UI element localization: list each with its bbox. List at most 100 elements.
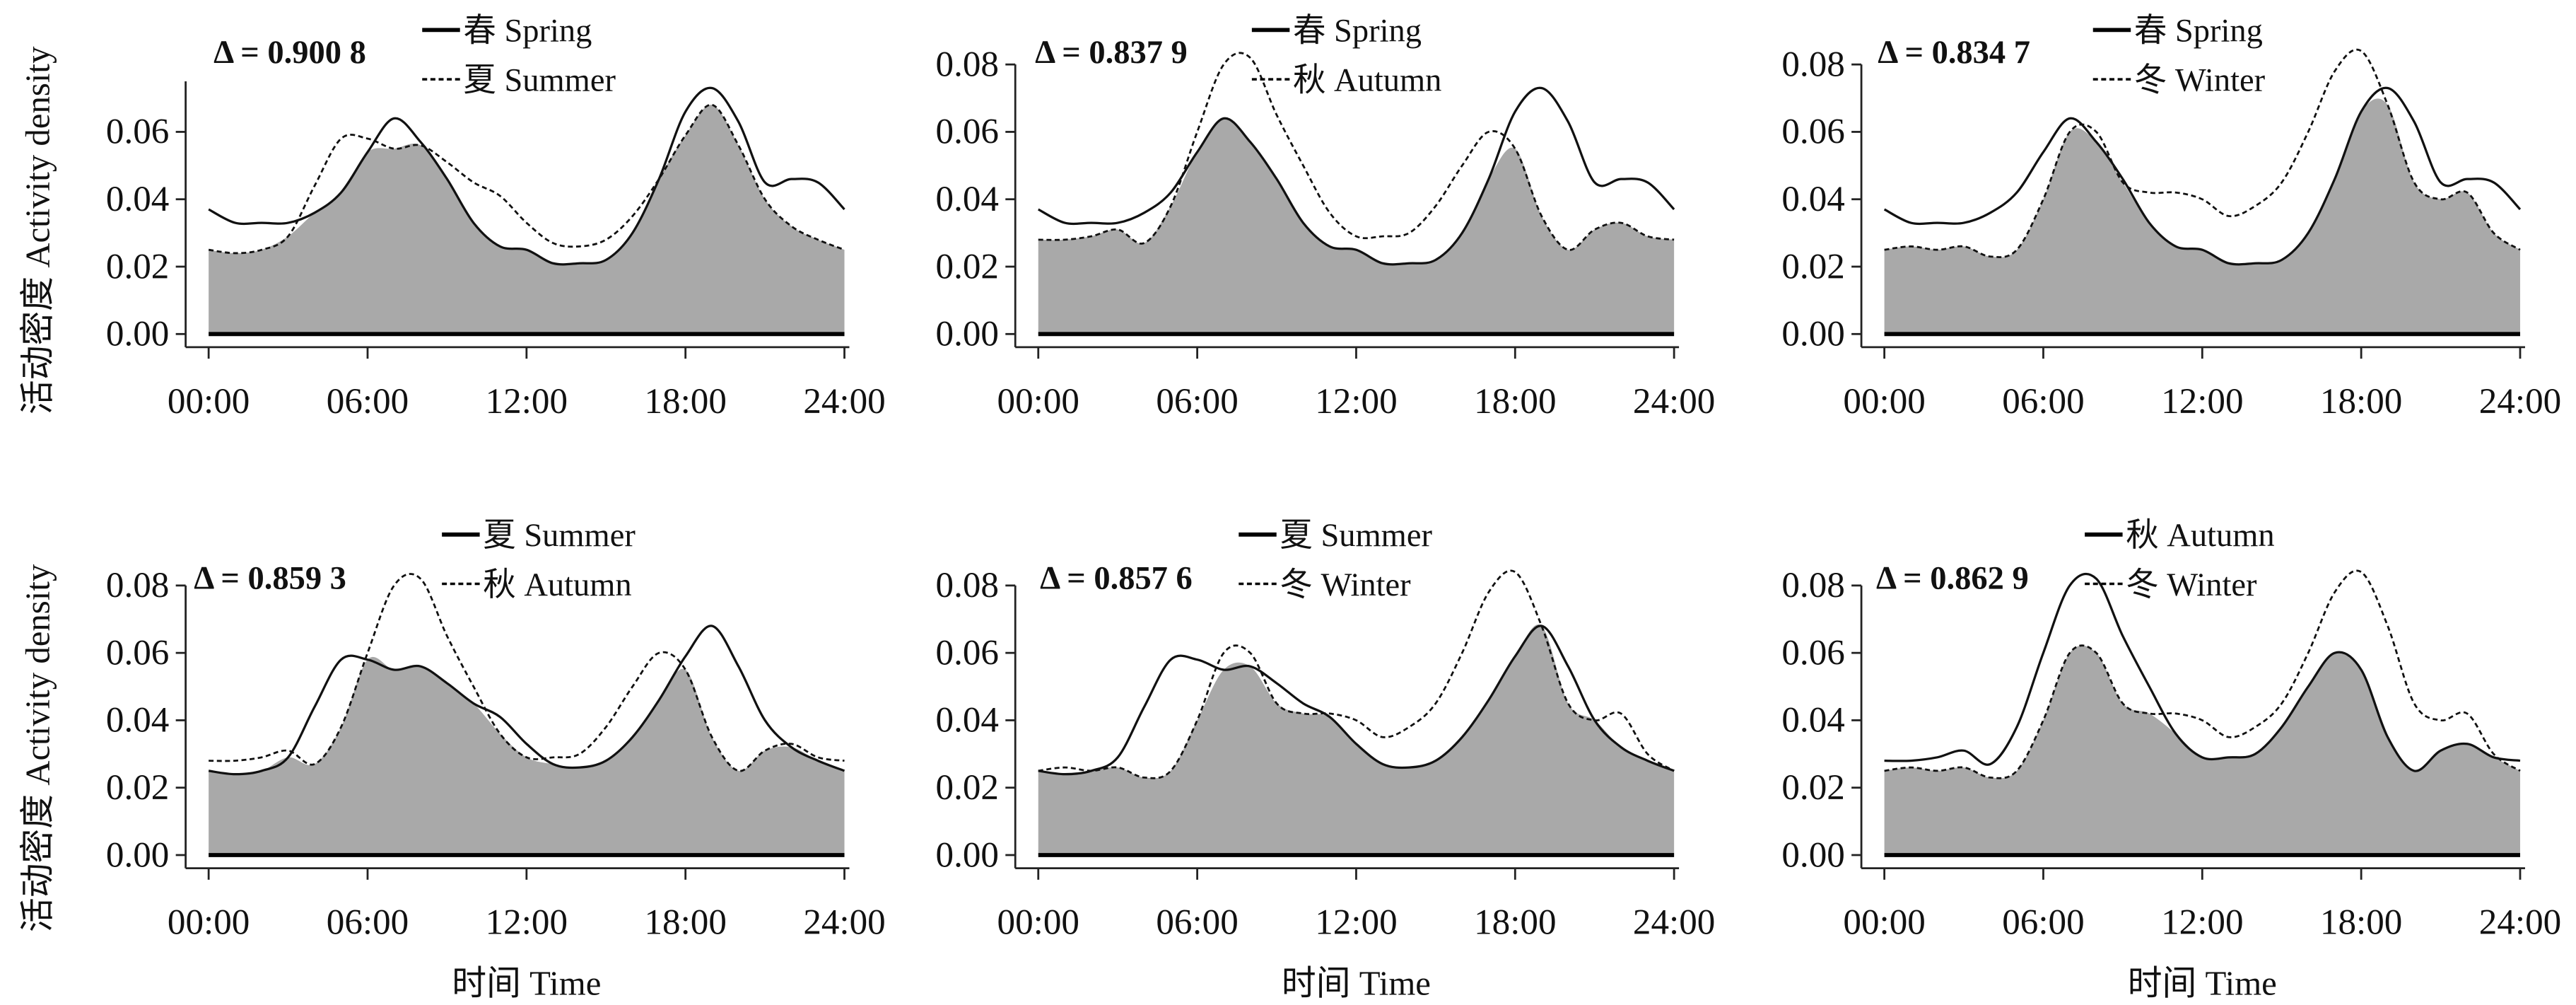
x-tick-label: 06:00 [1156,381,1238,422]
x-tick-label: 24:00 [2479,902,2561,943]
delta-label: Δ = 0.837 9 [1035,35,1188,71]
legend-solid-label: 春 Spring [2134,13,2263,50]
legend-dashed-label: 秋 Autumn [1293,62,1441,98]
y-tick-label: 0.06 [1781,632,1844,673]
x-axis-title: 时间 Time [2128,965,2277,1003]
x-tick-label: 24:00 [803,902,885,943]
x-tick-label: 18:00 [644,381,726,422]
y-tick-label: 0.00 [1781,314,1844,354]
overlap-area [1884,98,2520,335]
y-tick-label: 0.06 [1781,112,1844,152]
delta-label: Δ = 0.859 3 [194,561,346,597]
y-tick-label: 0.02 [1781,246,1844,286]
series-summer-solid [1038,625,1675,776]
panel-6: 0.00 0.02 0.04 0.06 0.08 00:00 06:00 12:00 18:00… [1781,518,2561,1002]
y-tick-label: 0.00 [936,835,999,875]
y-tick-label: 0.06 [936,112,999,152]
y-tick-label: 0.02 [106,767,169,808]
overlap-area [209,656,845,855]
overlap-area [1038,118,1675,335]
delta-label: Δ = 0.862 9 [1876,561,2029,597]
legend-dashed-label: 夏 Summer [463,62,616,98]
legend-solid-label: 春 Spring [463,13,592,50]
legend-dashed-label: 秋 Autumn [483,567,631,603]
panel-1: 0.00 0.02 0.04 0.06 00:00 06:00 12:00 18:00 24:0… [19,13,886,422]
y-tick-label: 0.06 [106,632,169,673]
panel-4: 0.00 0.02 0.04 0.06 0.08 00:00 06:00 12:00 18:00… [19,518,886,1002]
x-tick-label: 00:00 [168,902,250,943]
x-tick-label: 18:00 [644,902,726,943]
y-tick-label: 0.04 [936,179,999,219]
x-tick-label: 12:00 [1315,902,1397,943]
series-autumn-dashed [1038,52,1675,251]
y-axis-title: 活动密度 Activity density [19,46,57,414]
y-tick-label: 0.02 [106,246,169,286]
y-tick-label: 0.04 [106,700,169,740]
overlap-area [1038,624,1675,855]
legend-solid-label: 春 Spring [1293,13,1422,50]
series-autumn-solid [1884,572,2521,772]
y-axis-title: 活动密度 Activity density [19,564,57,932]
legend-dashed-label: 冬 Winter [1280,567,1411,603]
x-tick-label: 00:00 [997,902,1079,943]
x-tick-label: 24:00 [803,381,885,422]
x-tick-label: 12:00 [486,902,568,943]
y-tick-label: 0.04 [936,700,999,740]
y-tick-label: 0.02 [1781,767,1844,808]
x-tick-label: 06:00 [1156,902,1238,943]
series-winter-dashed [1884,569,2521,779]
x-tick-label: 24:00 [2479,381,2561,422]
series-winter-dashed [1884,48,2521,259]
series-summer-solid [208,625,845,776]
x-tick-label: 18:00 [1474,902,1556,943]
x-tick-label: 18:00 [2320,381,2402,422]
y-tick-label: 0.02 [936,767,999,808]
x-tick-label: 12:00 [2161,902,2243,943]
x-tick-label: 18:00 [1474,381,1556,422]
panel-5: 0.00 0.02 0.04 0.06 0.08 00:00 06:00 12:00 18:00… [936,518,1716,1002]
x-tick-label: 24:00 [1633,381,1715,422]
y-tick-label: 0.00 [106,835,169,875]
y-tick-label: 0.00 [106,314,169,354]
series-spring-solid [1883,86,2522,266]
x-tick-label: 00:00 [997,381,1079,422]
y-tick-label: 0.08 [936,565,999,605]
legend-solid-label: 夏 Summer [1280,518,1432,554]
legend-solid-label: 夏 Summer [483,518,636,554]
y-tick-label: 0.00 [1781,835,1844,875]
overlap-area [209,105,845,335]
x-tick-label: 00:00 [168,381,250,422]
x-tick-label: 06:00 [327,381,409,422]
y-tick-label: 0.04 [106,179,169,219]
series-winter-dashed [1038,569,1675,779]
x-tick-label: 12:00 [2161,381,2243,422]
y-tick-label: 0.08 [936,44,999,84]
y-tick-label: 0.08 [106,565,169,605]
overlap-area [1884,645,2520,855]
y-tick-label: 0.04 [1781,700,1844,740]
y-tick-label: 0.02 [936,246,999,286]
series-spring-solid [208,86,845,266]
x-tick-label: 12:00 [486,381,568,422]
x-tick-label: 12:00 [1315,381,1397,422]
y-tick-label: 0.06 [936,632,999,673]
y-tick-label: 0.08 [1781,565,1844,605]
x-tick-label: 06:00 [2002,902,2084,943]
series-summer-dashed [208,103,845,255]
y-tick-label: 0.06 [106,112,169,152]
legend-solid-label: 秋 Autumn [2126,518,2274,554]
x-tick-label: 06:00 [327,902,409,943]
x-tick-label: 24:00 [1633,902,1715,943]
x-tick-label: 00:00 [1843,902,1925,943]
y-tick-label: 0.04 [1781,179,1844,219]
panel-2: 0.00 0.02 0.04 0.06 0.08 00:00 06:00 12:00 18:00… [936,13,1716,422]
x-tick-label: 00:00 [1843,381,1925,422]
x-axis-title: 时间 Time [1282,965,1431,1003]
y-tick-label: 0.00 [936,314,999,354]
delta-label: Δ = 0.834 7 [1878,35,2030,71]
panel-3: 0.00 0.02 0.04 0.06 0.08 00:00 06:00 12:00 18:00… [1781,13,2561,422]
legend-dashed-label: 冬 Winter [2126,567,2257,603]
x-tick-label: 06:00 [2002,381,2084,422]
y-tick-label: 0.08 [1781,44,1844,84]
